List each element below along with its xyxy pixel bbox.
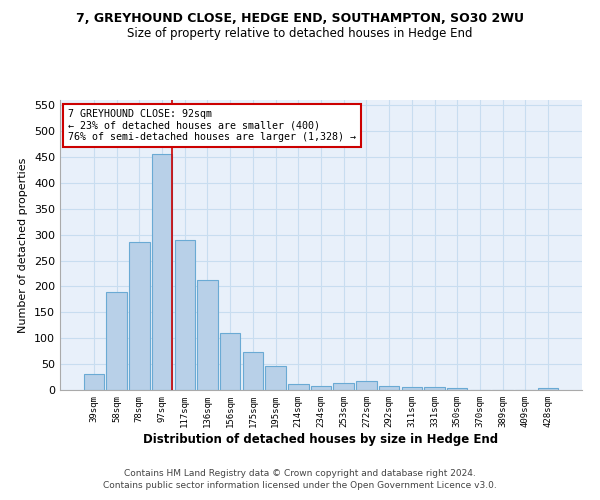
- Bar: [334, 384, 354, 390]
- Bar: [401, 387, 422, 390]
- Bar: [152, 154, 172, 390]
- Bar: [447, 388, 467, 390]
- Bar: [220, 333, 241, 390]
- Text: 7 GREYHOUND CLOSE: 92sqm
← 23% of detached houses are smaller (400)
76% of semi-: 7 GREYHOUND CLOSE: 92sqm ← 23% of detach…: [68, 108, 356, 142]
- Bar: [288, 384, 308, 390]
- Text: Contains public sector information licensed under the Open Government Licence v3: Contains public sector information licen…: [103, 481, 497, 490]
- Y-axis label: Number of detached properties: Number of detached properties: [19, 158, 28, 332]
- Bar: [129, 242, 149, 390]
- Text: 7, GREYHOUND CLOSE, HEDGE END, SOUTHAMPTON, SO30 2WU: 7, GREYHOUND CLOSE, HEDGE END, SOUTHAMPT…: [76, 12, 524, 26]
- Bar: [356, 380, 377, 390]
- Bar: [84, 374, 104, 390]
- Bar: [265, 366, 286, 390]
- Bar: [106, 292, 127, 390]
- Bar: [311, 386, 331, 390]
- Bar: [242, 352, 263, 390]
- X-axis label: Distribution of detached houses by size in Hedge End: Distribution of detached houses by size …: [143, 432, 499, 446]
- Bar: [538, 388, 558, 390]
- Bar: [424, 388, 445, 390]
- Bar: [379, 386, 400, 390]
- Bar: [197, 280, 218, 390]
- Text: Size of property relative to detached houses in Hedge End: Size of property relative to detached ho…: [127, 28, 473, 40]
- Bar: [175, 240, 195, 390]
- Text: Contains HM Land Registry data © Crown copyright and database right 2024.: Contains HM Land Registry data © Crown c…: [124, 468, 476, 477]
